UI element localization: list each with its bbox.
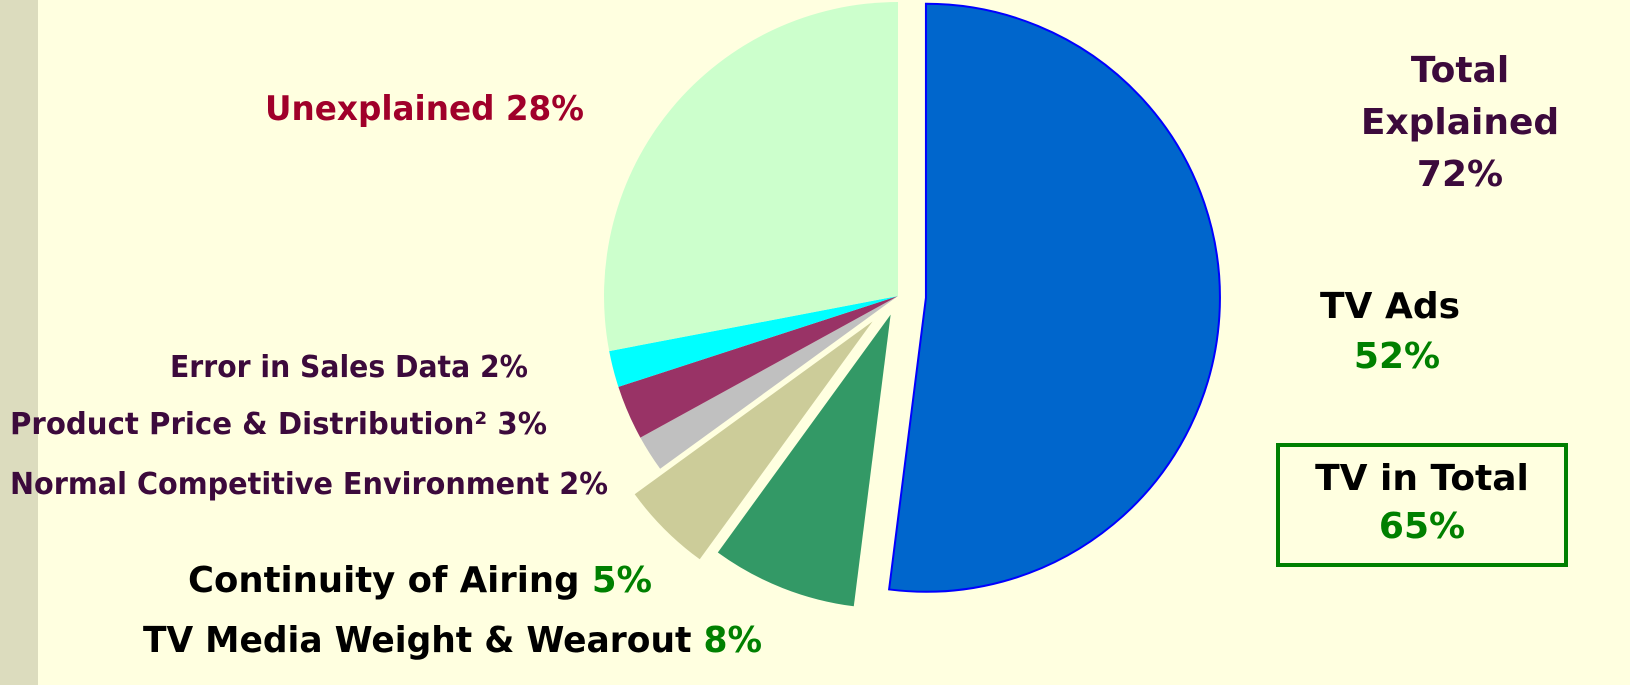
annotation-value: 65% [1378, 506, 1466, 547]
slice-label: Unexplained 28% [265, 89, 584, 129]
slice-value: 2% [480, 350, 528, 385]
tv-total-box: TV in Total 65% [1276, 443, 1568, 567]
slice-value: 3% [497, 407, 547, 442]
pie-slice [717, 314, 891, 607]
slice-label: Error in Sales Data 2% [170, 350, 528, 385]
annotation-text: TV in Total [1315, 458, 1529, 499]
slice-value: 52% [1354, 336, 1440, 377]
slice-label: TV Media Weight & Wearout 8% [143, 620, 762, 661]
total-explained: Total Explained 72% [1340, 45, 1580, 201]
slice-label: Continuity of Airing 5% [188, 560, 652, 601]
slice-name: TV Media Weight & Wearout [143, 620, 691, 661]
slice-name: Normal Competitive Environment [10, 467, 549, 502]
slice-label: Product Price & Distribution² 3% [10, 407, 547, 442]
annotation-text: Total Explained [1360, 50, 1560, 143]
annotation-value: 72% [1416, 154, 1504, 195]
slice-name: Continuity of Airing [188, 560, 579, 601]
slice-label: Normal Competitive Environment 2% [10, 467, 608, 502]
slice-name: Unexplained [265, 89, 494, 129]
side-stripe [0, 0, 38, 685]
pie-slice [640, 296, 898, 469]
slice-name: Product Price & Distribution² [10, 407, 487, 442]
slice-value: 8% [703, 620, 762, 661]
pie-slice [604, 2, 898, 352]
pie-slice [609, 296, 898, 387]
pie-slice [618, 296, 898, 438]
pie-slice [634, 321, 873, 560]
slice-name: Error in Sales Data [170, 350, 470, 385]
slice-label: TV Ads [1320, 286, 1460, 327]
slice-value: 5% [592, 560, 652, 601]
slice-value: 2% [559, 467, 608, 502]
pie-slice [887, 2, 1221, 593]
slice-value: 28% [506, 89, 584, 129]
